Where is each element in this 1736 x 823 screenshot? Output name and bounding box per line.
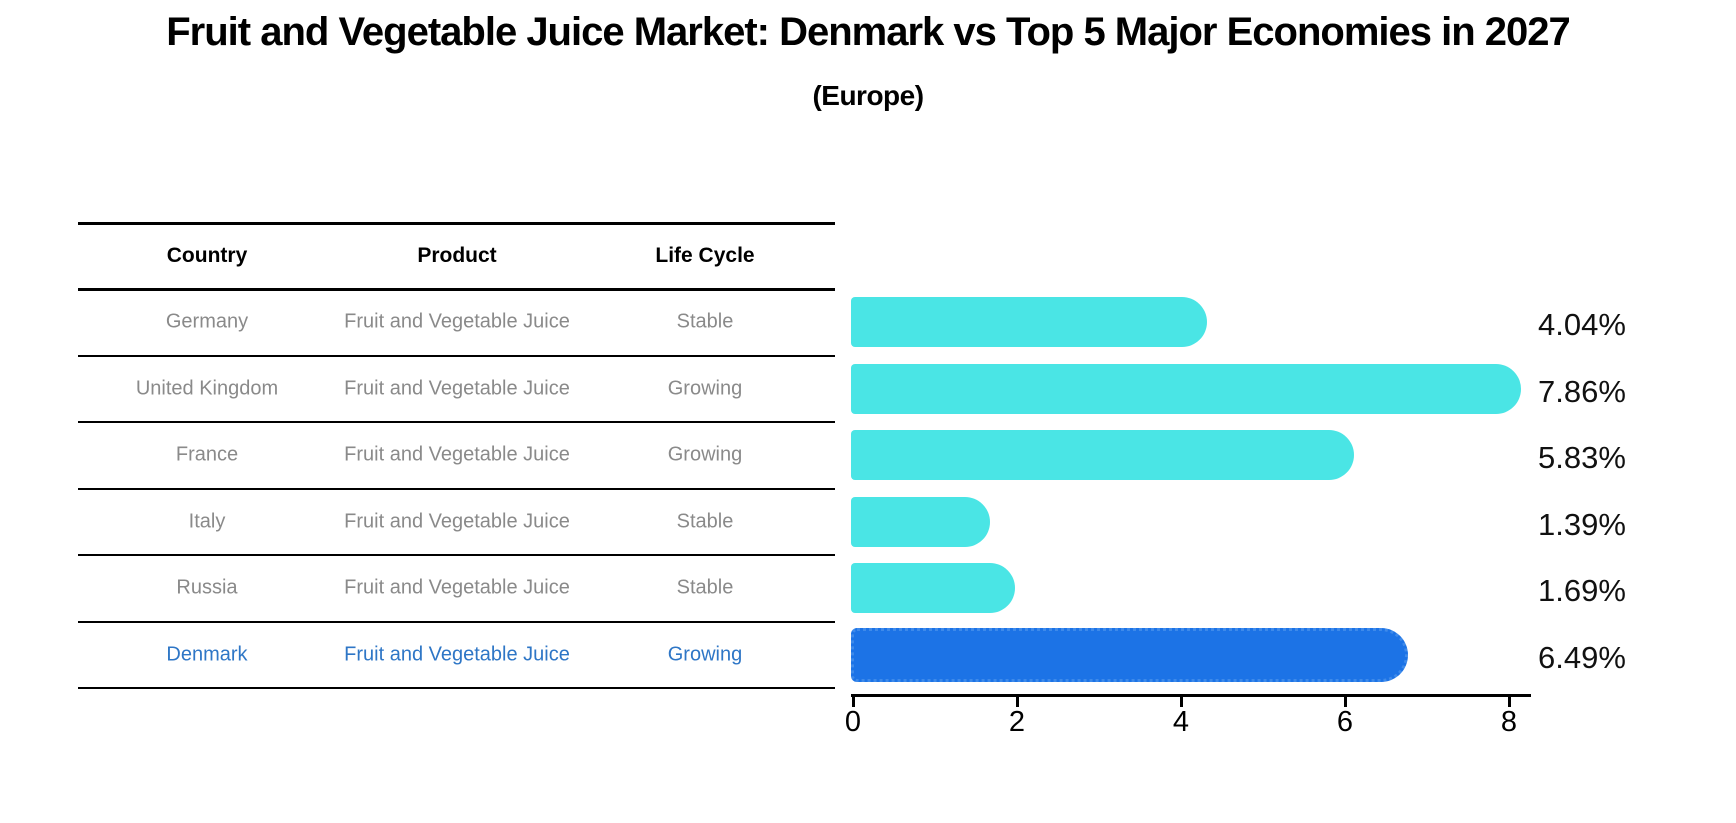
table-row-separator	[78, 487, 835, 490]
table-row-separator	[78, 354, 835, 357]
x-axis-tick	[851, 694, 855, 707]
table-row: France Fruit and Vegetable Juice Growing	[0, 422, 900, 489]
table-header-row: Country Product Life Cycle	[0, 223, 900, 289]
cell-product: Fruit and Vegetable Juice	[344, 643, 570, 666]
x-axis-tick	[1179, 694, 1183, 707]
value-label: 4.04%	[1538, 307, 1626, 343]
value-label: 5.83%	[1538, 440, 1626, 476]
x-axis-line	[851, 694, 1531, 697]
column-header-country: Country	[166, 244, 248, 267]
bar-united-kingdom	[851, 363, 1521, 414]
cell-country: Germany	[165, 310, 249, 333]
cell-country: France	[175, 443, 239, 466]
chart-subtitle: (Europe)	[812, 80, 924, 111]
cell-product: Fruit and Vegetable Juice	[344, 443, 570, 466]
x-axis-tick	[1343, 694, 1347, 707]
cell-life-cycle: Stable	[676, 310, 734, 333]
bar-italy	[851, 496, 990, 547]
cell-product: Fruit and Vegetable Juice	[344, 576, 570, 599]
x-axis-tick-label: 6	[1336, 706, 1354, 738]
cell-life-cycle: Stable	[676, 576, 734, 599]
value-label: 1.69%	[1538, 573, 1626, 609]
bar-russia	[851, 563, 1015, 614]
x-axis-tick-label: 4	[1172, 706, 1190, 738]
column-header-life-cycle: Life Cycle	[655, 244, 755, 267]
bar-germany	[851, 297, 1208, 348]
table-top-border	[78, 222, 835, 225]
table-row-separator	[78, 554, 835, 556]
bar-denmark	[851, 627, 1409, 682]
x-axis-tick-label: 2	[1008, 706, 1026, 738]
cell-life-cycle: Stable	[676, 510, 734, 533]
column-header-product: Product	[417, 244, 497, 267]
cell-country: Russia	[176, 576, 238, 599]
cell-country: Italy	[188, 510, 226, 533]
table-header-separator	[78, 287, 835, 291]
bar-france	[851, 430, 1355, 481]
chart-title: Fruit and Vegetable Juice Market: Denmar…	[166, 10, 1571, 54]
table-row-separator	[78, 687, 835, 689]
cell-life-cycle: Growing	[667, 643, 743, 666]
value-label: 7.86%	[1538, 373, 1626, 409]
cell-life-cycle: Growing	[667, 443, 743, 466]
table-row-separator	[78, 421, 835, 423]
cell-product: Fruit and Vegetable Juice	[344, 510, 570, 533]
x-axis-tick	[1015, 694, 1019, 707]
table-row: Italy Fruit and Vegetable Juice Stable	[0, 489, 900, 556]
cell-country: Denmark	[166, 643, 248, 666]
table-row: Denmark Fruit and Vegetable Juice Growing	[0, 622, 900, 689]
cell-product: Fruit and Vegetable Juice	[344, 377, 570, 400]
table-row-separator	[78, 620, 835, 623]
cell-product: Fruit and Vegetable Juice	[344, 310, 570, 333]
x-axis-tick-label: 0	[844, 706, 862, 738]
table-row: Germany Fruit and Vegetable Juice Stable	[0, 289, 900, 356]
table-row: United Kingdom Fruit and Vegetable Juice G…	[0, 356, 900, 423]
value-label: 1.39%	[1538, 506, 1626, 542]
value-label: 6.49%	[1538, 639, 1626, 675]
cell-country: United Kingdom	[135, 377, 279, 400]
x-axis-tick	[1507, 694, 1511, 707]
x-axis-tick-label: 8	[1500, 706, 1518, 738]
cell-life-cycle: Growing	[667, 377, 743, 400]
table-row: Russia Fruit and Vegetable Juice Stable	[0, 555, 900, 622]
